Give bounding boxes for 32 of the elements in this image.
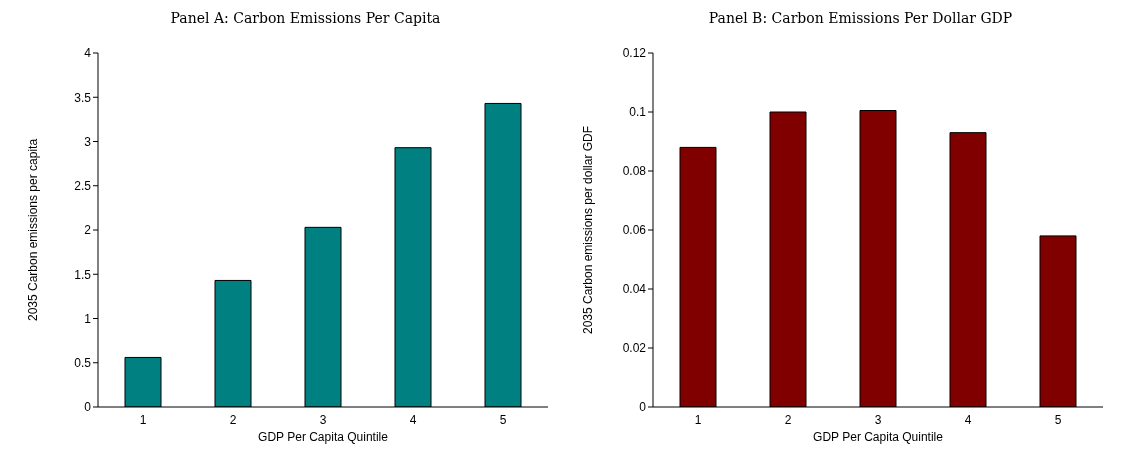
y-tick-label: 0.5 xyxy=(74,356,92,371)
y-tick-label: 1 xyxy=(84,311,92,326)
y-axis-title: 2035 Carbon emissions per capita xyxy=(26,138,41,322)
x-tick-label: 4 xyxy=(964,412,972,427)
y-tick-label: 3.5 xyxy=(74,90,92,105)
y-tick-label: 0.04 xyxy=(622,282,647,297)
y-tick-label: 0.02 xyxy=(622,341,647,356)
y-tick-label: 0.06 xyxy=(622,223,647,238)
y-tick-label: 0.08 xyxy=(622,164,647,179)
y-tick-label: 1.5 xyxy=(74,267,92,282)
x-axis-title: GDP Per Capita Quintile xyxy=(813,430,944,444)
x-tick-label: 5 xyxy=(1054,412,1062,427)
y-tick-label: 0 xyxy=(639,400,647,415)
x-tick-label: 3 xyxy=(874,412,882,427)
y-tick-label: 4 xyxy=(84,46,92,61)
y-tick-label: 0.12 xyxy=(622,46,647,61)
x-tick-label: 3 xyxy=(319,412,327,427)
x-tick-label: 4 xyxy=(409,412,417,427)
x-tick-label: 5 xyxy=(499,412,507,427)
y-tick-label: 2 xyxy=(84,223,92,238)
chart-title: Panel B: Carbon Emissions Per Dollar GDP xyxy=(707,9,1014,28)
y-axis-title: 2035 Carbon emissions per dollar GDF xyxy=(581,125,596,335)
y-tick-label: 0 xyxy=(84,400,92,415)
x-tick-label: 1 xyxy=(694,412,702,427)
y-tick-label: 2.5 xyxy=(74,179,92,194)
x-axis-title: GDP Per Capita Quintile xyxy=(258,430,389,444)
chart-title: Panel A: Carbon Emissions Per Capita xyxy=(169,9,442,28)
x-tick-label: 2 xyxy=(229,412,237,427)
y-tick-label: 3 xyxy=(84,134,92,149)
x-tick-label: 1 xyxy=(139,412,147,427)
x-tick-label: 2 xyxy=(784,412,792,427)
y-tick-label: 0.1 xyxy=(629,105,647,120)
